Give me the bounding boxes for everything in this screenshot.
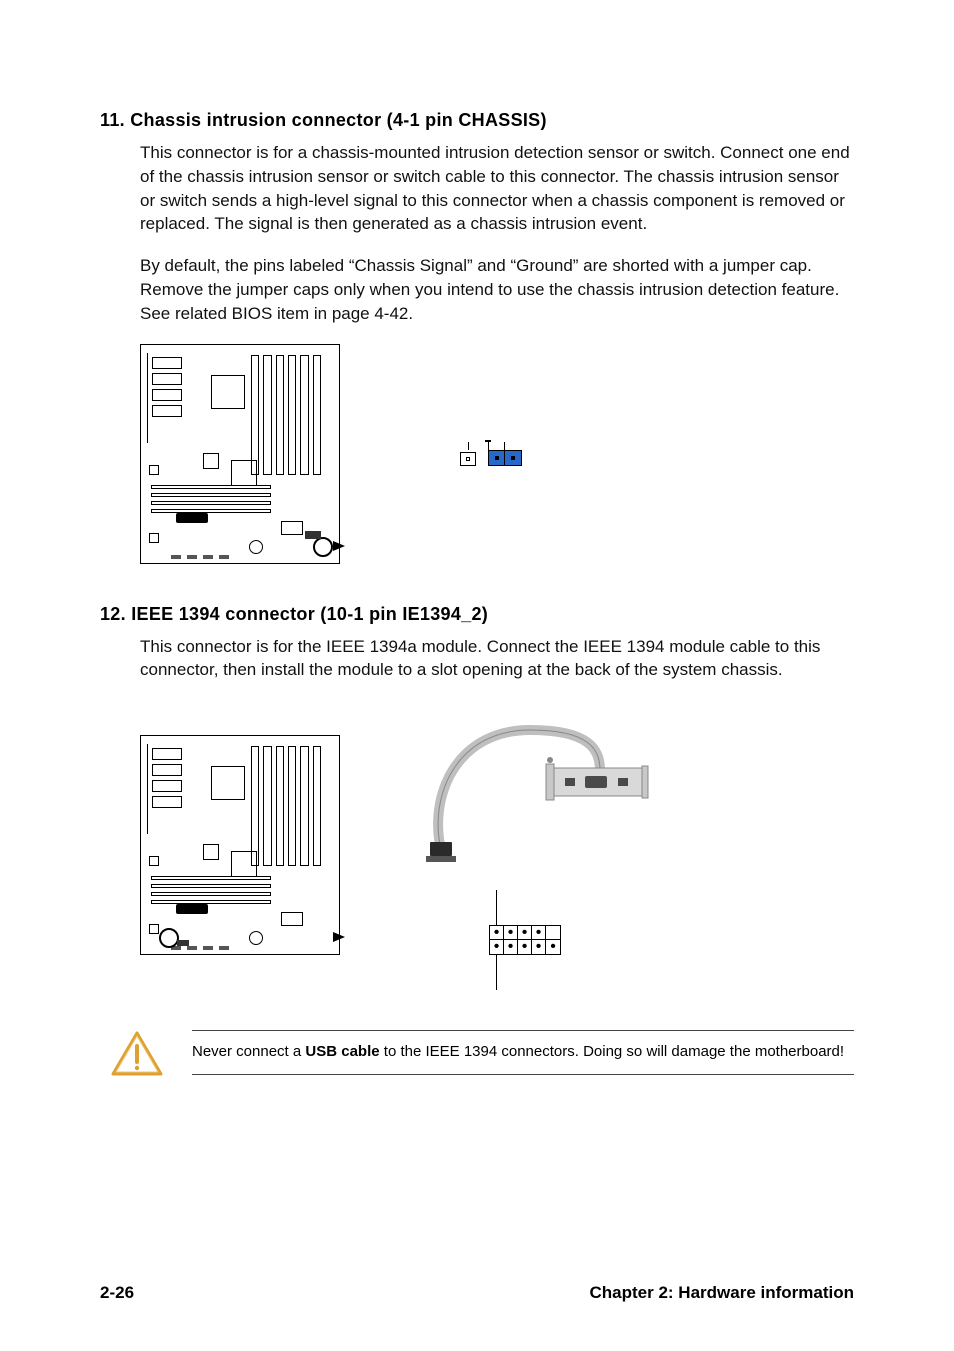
warning-text: Never connect a USB cable to the IEEE 13… <box>192 1030 854 1075</box>
section-11-heading: 11. Chassis intrusion connector (4-1 pin… <box>100 110 854 131</box>
motherboard-diagram-chassis <box>140 344 340 564</box>
section-12-diagrams: •• •• •• •• • <box>140 700 854 990</box>
ieee1394-module-illustration <box>400 700 650 870</box>
section-12: 12. IEEE 1394 connector (10-1 pin IE1394… <box>100 604 854 1079</box>
ieee1394-header-diagram: •• •• •• •• • <box>489 890 561 990</box>
section-11-diagrams <box>140 344 854 564</box>
section-11-para-2: By default, the pins labeled “Chassis Si… <box>140 254 854 325</box>
warning-text-bold: USB cable <box>305 1043 379 1060</box>
page-number: 2-26 <box>100 1283 134 1303</box>
warning-text-post: to the IEEE 1394 connectors. Doing so wi… <box>380 1043 844 1060</box>
page-footer: 2-26 Chapter 2: Hardware information <box>100 1283 854 1303</box>
section-11: 11. Chassis intrusion connector (4-1 pin… <box>100 110 854 564</box>
section-12-para-1: This connector is for the IEEE 1394a mod… <box>140 635 854 683</box>
motherboard-diagram-ieee1394 <box>140 735 340 955</box>
section-11-para-1: This connector is for a chassis-mounted … <box>140 141 854 236</box>
chassis-header-diagram <box>460 442 522 466</box>
chapter-label: Chapter 2: Hardware information <box>590 1283 855 1303</box>
warning-icon <box>110 1030 164 1078</box>
section-12-heading: 12. IEEE 1394 connector (10-1 pin IE1394… <box>100 604 854 625</box>
warning-box: Never connect a USB cable to the IEEE 13… <box>110 1030 854 1078</box>
warning-text-pre: Never connect a <box>192 1043 305 1060</box>
